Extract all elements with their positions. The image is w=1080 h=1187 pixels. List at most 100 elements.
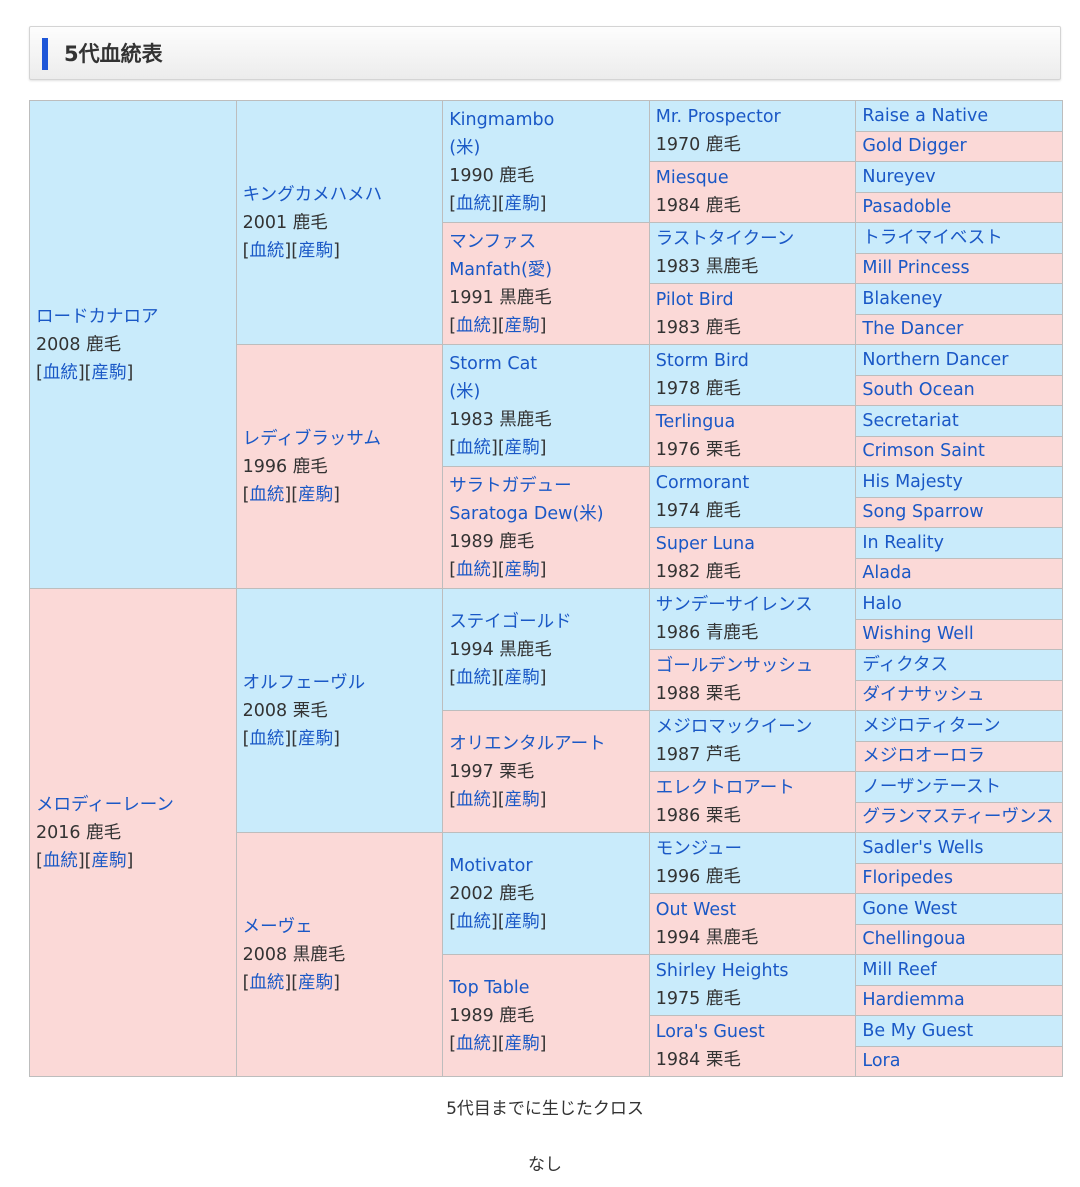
horse-name-link[interactable]: Super Luna — [655, 534, 755, 554]
horse-name-link[interactable]: Gold Digger — [862, 136, 967, 157]
horse-name-link[interactable]: Motivator — [449, 855, 533, 876]
horse-name-link[interactable]: Alada — [862, 563, 912, 584]
horse-name-link[interactable]: Be My Guest — [862, 1020, 974, 1041]
horse-name-link[interactable]: メロディーレーン — [36, 794, 174, 815]
horse-name-link[interactable]: サンデーサイレンス — [655, 595, 813, 615]
offspring-link[interactable]: 産駒 — [504, 911, 540, 932]
horse-name-link[interactable]: グランマスティーヴンス — [862, 807, 1054, 828]
horse-name-link[interactable]: ノーザンテースト — [862, 776, 1002, 797]
bloodline-link[interactable]: 血統 — [456, 193, 492, 214]
offspring-link[interactable]: 産駒 — [504, 667, 540, 688]
horse-name-link[interactable]: Cormorant — [655, 473, 750, 493]
horse-name-link[interactable]: メジロティターン — [862, 715, 1001, 736]
offspring-link[interactable]: 産駒 — [298, 240, 334, 261]
horse-name-link[interactable]: ゴールデンサッシュ — [655, 656, 814, 676]
horse-name-link[interactable]: Storm Bird — [655, 351, 749, 371]
bloodline-link[interactable]: 血統 — [456, 1033, 492, 1054]
horse-name-link[interactable]: レディブラッサム — [242, 428, 382, 449]
horse-name-link[interactable]: Out West — [655, 900, 737, 920]
horse-name-link[interactable]: Top Table — [449, 977, 530, 998]
horse-name-link[interactable]: Mill Reef — [862, 959, 937, 980]
horse-name-link[interactable]: Nureyev — [862, 166, 936, 187]
horse-name-link[interactable]: メジロオーロラ — [862, 746, 985, 767]
horse-name-alt-link[interactable]: Manfath(愛) — [449, 259, 553, 280]
horse-name-alt-link[interactable]: (米) — [449, 381, 481, 402]
horse-name-link[interactable]: ディクタス — [862, 654, 948, 675]
offspring-link[interactable]: 産駒 — [504, 193, 540, 214]
bloodline-link[interactable]: 血統 — [249, 484, 285, 505]
offspring-link[interactable]: 産駒 — [298, 728, 334, 749]
horse-name-link[interactable]: ロードカナロア — [36, 306, 159, 327]
horse-name-link[interactable]: Hardiemma — [862, 990, 965, 1011]
bloodline-link[interactable]: 血統 — [456, 437, 492, 458]
bloodline-link[interactable]: 血統 — [456, 911, 492, 932]
offspring-link[interactable]: 産駒 — [298, 484, 334, 505]
horse-name-link[interactable]: マンファス — [449, 231, 537, 252]
horse-name-link[interactable]: In Reality — [862, 532, 944, 553]
offspring-link[interactable]: 産駒 — [504, 559, 540, 580]
horse-name-link[interactable]: メジロマックイーン — [655, 717, 813, 737]
horse-name-link[interactable]: Mr. Prospector — [655, 107, 781, 127]
horse-name-link[interactable]: サラトガデュー — [449, 475, 572, 496]
bloodline-link[interactable]: 血統 — [456, 789, 492, 810]
offspring-link[interactable]: 産駒 — [504, 315, 540, 336]
horse-name-link[interactable]: The Dancer — [862, 319, 964, 340]
offspring-link[interactable]: 産駒 — [504, 437, 540, 458]
horse-name-link[interactable]: Raise a Native — [862, 105, 989, 126]
bloodline-link[interactable]: 血統 — [249, 240, 285, 261]
horse-name-link[interactable]: Wishing Well — [862, 624, 974, 645]
horse-name-link[interactable]: オリエンタルアート — [449, 733, 606, 754]
horse-name-link[interactable]: Pilot Bird — [655, 290, 734, 310]
horse-name-link[interactable]: ダイナサッシュ — [862, 685, 985, 706]
horse-name-link[interactable]: Northern Dancer — [862, 349, 1009, 370]
horse-name-link[interactable]: Lora's Guest — [655, 1022, 765, 1042]
horse-name-alt-link[interactable]: (米) — [449, 137, 481, 158]
bloodline-link[interactable]: 血統 — [42, 850, 78, 871]
horse-name-link[interactable]: His Majesty — [862, 471, 963, 492]
horse-name-link[interactable]: Lora — [862, 1051, 901, 1072]
bloodline-link[interactable]: 血統 — [249, 972, 285, 993]
horse-name-alt-link[interactable]: Saratoga Dew(米) — [449, 503, 604, 524]
horse-name-link[interactable]: エレクトロアート — [655, 778, 795, 798]
offspring-link[interactable]: 産駒 — [504, 1033, 540, 1054]
horse-name-link[interactable]: Pasadoble — [862, 197, 952, 218]
horse-name-link[interactable]: Storm Cat — [449, 353, 538, 374]
horse-name-link[interactable]: ステイゴールド — [449, 611, 572, 632]
offspring-link[interactable]: 産駒 — [91, 850, 127, 871]
horse-name-link[interactable]: メーヴェ — [242, 916, 313, 937]
bloodline-link[interactable]: 血統 — [456, 667, 492, 688]
horse-name-link[interactable]: Song Sparrow — [862, 502, 984, 523]
horse-name-link[interactable]: キングカメハメハ — [242, 184, 383, 205]
horse-name-link[interactable]: Kingmambo — [449, 109, 555, 130]
horse-name-link[interactable]: ラストタイクーン — [655, 229, 795, 249]
horse-name-link[interactable]: South Ocean — [862, 380, 975, 401]
offspring-link[interactable]: 産駒 — [298, 972, 334, 993]
bloodline-link[interactable]: 血統 — [456, 315, 492, 336]
pedigree-cell: Motivator 2002 鹿毛 [血統][産駒] — [442, 832, 650, 955]
horse-name-link[interactable]: Halo — [862, 593, 902, 614]
pedigree-row: Top Table 1989 鹿毛 [血統][産駒] Shirley Heights 1… — [30, 954, 1063, 1077]
horse-name-link[interactable]: Floripedes — [862, 868, 953, 889]
horse-name-link[interactable]: Terlingua — [655, 412, 736, 432]
horse-name-link[interactable]: Miesque — [655, 168, 729, 188]
horse-name-link[interactable]: Crimson Saint — [862, 441, 985, 462]
horse-name-link[interactable]: Blakeney — [862, 288, 943, 309]
horse-name-link[interactable]: Gone West — [862, 898, 958, 919]
horse-name-link[interactable]: Mill Princess — [862, 258, 970, 279]
horse-birth-color: 1984 鹿毛 — [655, 196, 741, 216]
pedigree-links: [血統][産駒] — [449, 1033, 547, 1054]
horse-name-link[interactable]: Chellingoua — [862, 929, 966, 950]
horse-name-link[interactable]: モンジュー — [655, 839, 743, 859]
offspring-link[interactable]: 産駒 — [91, 362, 127, 383]
pedigree-cell: Pasadoble — [855, 191, 1063, 223]
horse-name-link[interactable]: Shirley Heights — [655, 961, 789, 981]
horse-name-link[interactable]: Sadler's Wells — [862, 837, 984, 858]
horse-birth-color: 1982 鹿毛 — [655, 562, 741, 582]
bloodline-link[interactable]: 血統 — [249, 728, 285, 749]
horse-name-link[interactable]: Secretariat — [862, 410, 959, 431]
bloodline-link[interactable]: 血統 — [456, 559, 492, 580]
horse-name-link[interactable]: トライマイベスト — [862, 227, 1003, 248]
bloodline-link[interactable]: 血統 — [42, 362, 78, 383]
offspring-link[interactable]: 産駒 — [504, 789, 540, 810]
horse-name-link[interactable]: オルフェーヴル — [242, 672, 366, 693]
